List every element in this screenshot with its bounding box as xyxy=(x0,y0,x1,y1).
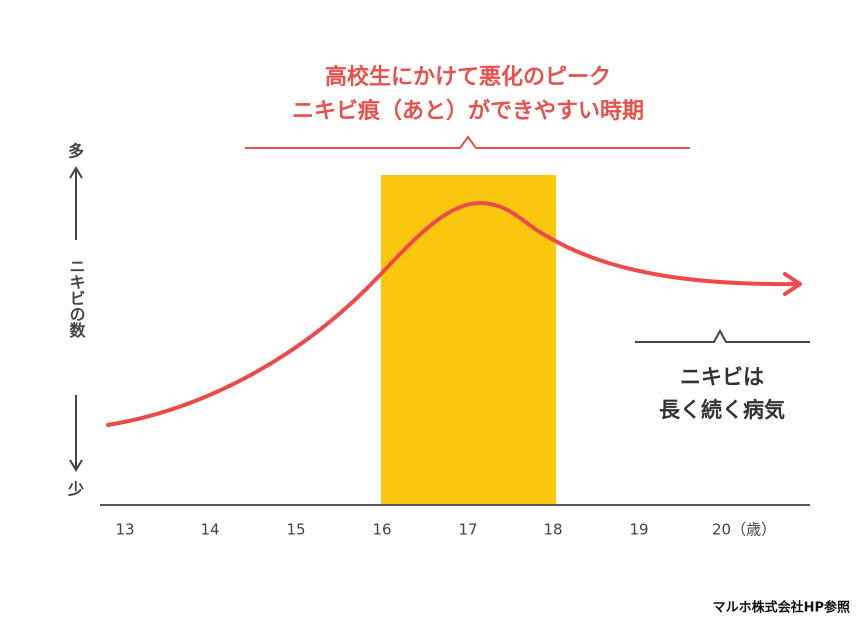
note-line2: 長く続く病気 xyxy=(659,398,785,422)
acne-curve xyxy=(106,200,797,427)
curve-arrow-head xyxy=(783,272,802,296)
note-bracket xyxy=(635,328,810,343)
y-top-label: 多 xyxy=(68,142,84,161)
source: マルホ株式会社HP参照 xyxy=(713,600,850,616)
up-arrow-head xyxy=(69,166,83,179)
highlight-period xyxy=(381,175,556,505)
x-tick-label: 16 xyxy=(372,521,391,539)
down-arrow-head xyxy=(69,459,83,472)
x-tick-label: 13 xyxy=(115,521,134,539)
title-line1: 高校生にかけて悪化のピーク xyxy=(325,64,611,90)
x-tick-label: 20（歳） xyxy=(712,521,776,539)
x-tick-label: 18 xyxy=(543,521,562,539)
x-ticks: 13 14 15 16 17 18 19 20（歳） xyxy=(115,521,776,539)
note-line1: ニキビは xyxy=(680,365,764,389)
x-tick-label: 19 xyxy=(629,521,648,539)
title-bracket xyxy=(245,135,690,149)
x-tick-label: 15 xyxy=(286,521,305,539)
y-axis-label: ニキビの数 xyxy=(67,258,86,339)
x-tick-label: 17 xyxy=(458,521,477,539)
title-line2: ニキビ痕（あと）ができやすい時期 xyxy=(292,98,644,124)
x-tick-label: 14 xyxy=(200,521,219,539)
y-bottom-label: 少 xyxy=(67,480,84,499)
